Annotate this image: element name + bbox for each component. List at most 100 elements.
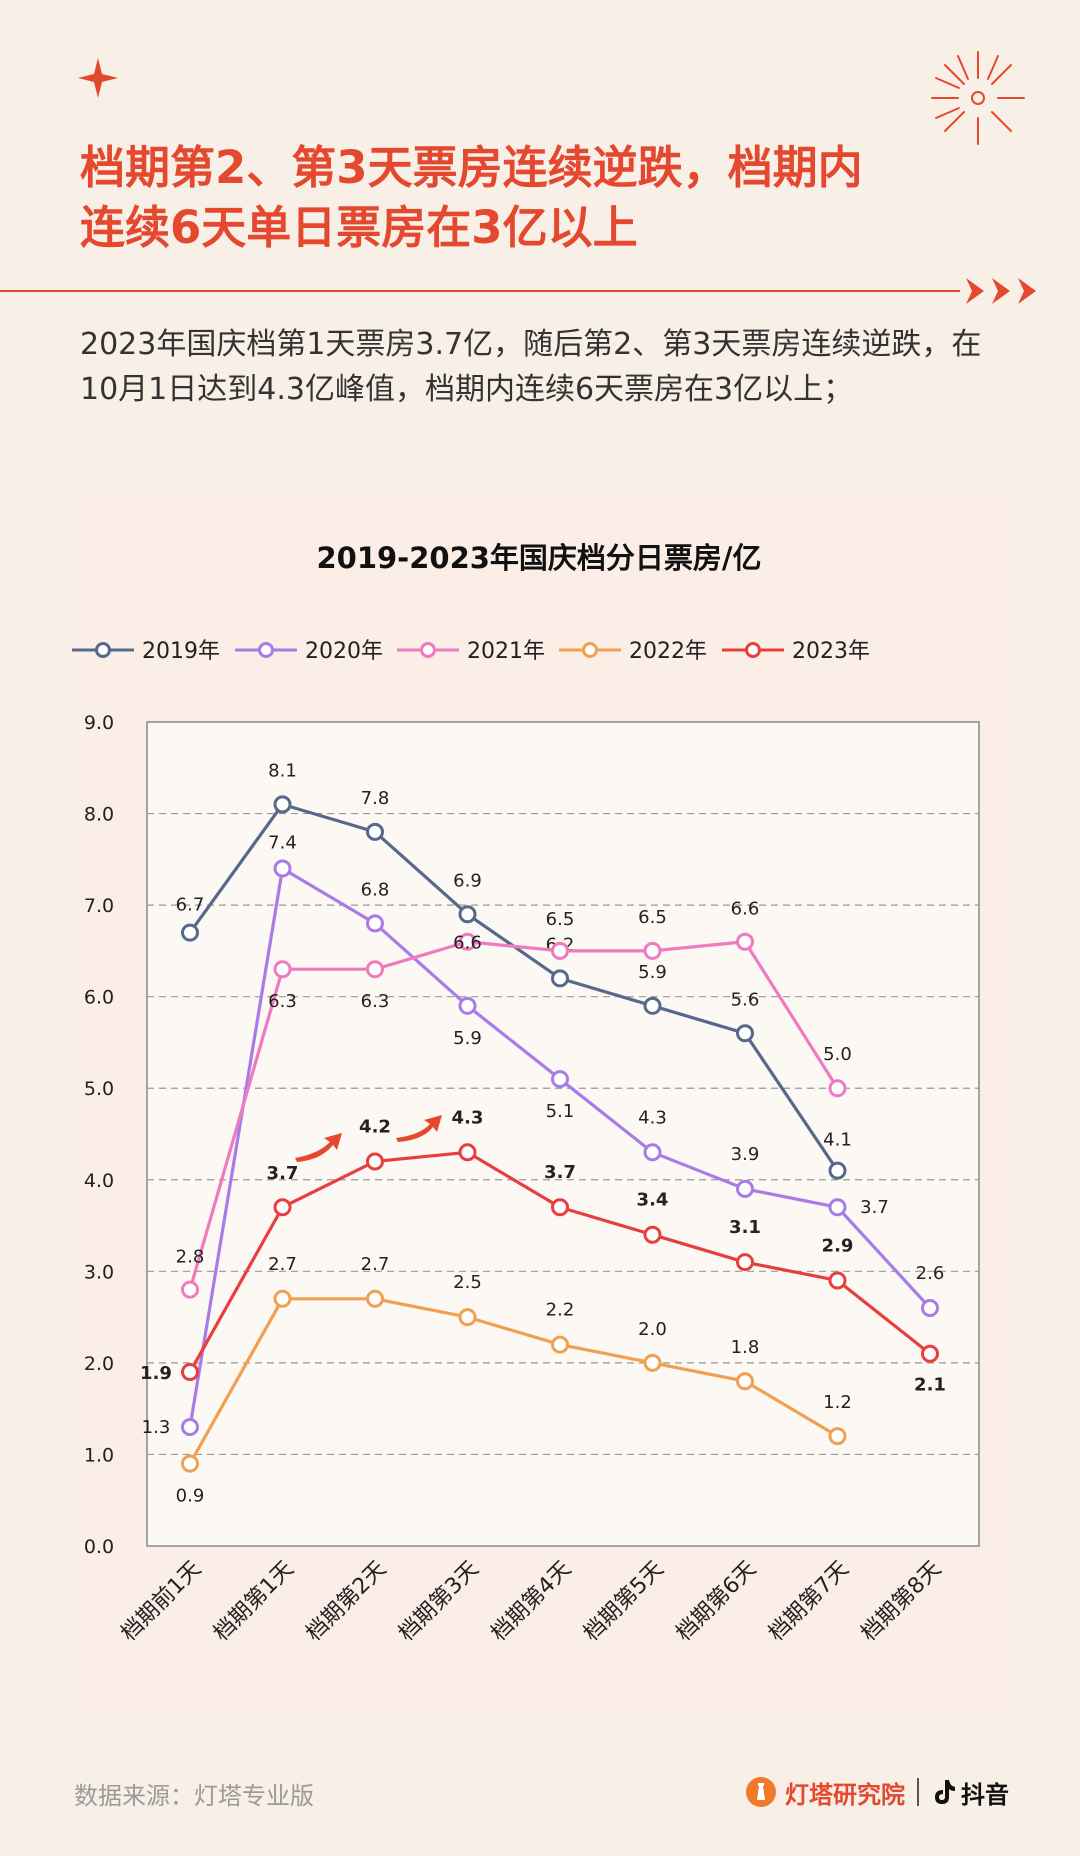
- data-label: 4.3: [452, 1107, 484, 1128]
- rising-arrow-icon: [396, 1115, 442, 1142]
- data-label: 2.9: [822, 1235, 854, 1256]
- legend-label: 2020年: [305, 639, 383, 664]
- data-point: [736, 1179, 754, 1198]
- x-tick-label: 档期第2天: [301, 1557, 391, 1647]
- data-point: [273, 795, 292, 814]
- data-label: 1.3: [142, 1417, 171, 1438]
- x-tick-label: 档期第1天: [209, 1557, 299, 1647]
- data-label: 3.1: [729, 1217, 761, 1238]
- data-point: [643, 1225, 662, 1244]
- y-axis: 0.0 1.0 2.0 3.0 4.0 5.0 6.0 7.0 8.0 9.0: [84, 712, 114, 1558]
- title-line-2: 连续6天单日票房在3亿以上: [80, 201, 638, 254]
- data-label: 2.5: [453, 1272, 482, 1293]
- legend-label: 2019年: [142, 639, 220, 664]
- data-label: 3.7: [544, 1162, 576, 1183]
- data-label: 6.8: [361, 879, 390, 900]
- data-label: 4.3: [638, 1107, 667, 1128]
- plot-area: [146, 721, 980, 1547]
- data-point: [458, 905, 477, 924]
- data-point: [458, 1308, 477, 1327]
- y-tick-label: 6.0: [84, 987, 114, 1009]
- data-label: 2.8: [176, 1247, 205, 1268]
- data-point: [828, 1079, 847, 1098]
- data-label: 5.9: [453, 1028, 482, 1049]
- series-line: [188, 940, 839, 1291]
- chart-legend: 2019年 2020年 2021年 2022年 2023年: [72, 639, 870, 664]
- x-tick-label: 档期第6天: [671, 1557, 761, 1647]
- triple-arrow-icon: [966, 278, 1036, 304]
- data-label: 1.9: [140, 1363, 172, 1384]
- data-point: [921, 1344, 939, 1363]
- data-point: [366, 914, 384, 933]
- data-point: [181, 923, 199, 942]
- y-tick-label: 2.0: [84, 1353, 114, 1375]
- grid-lines: [147, 812, 979, 1456]
- data-point: [551, 1335, 569, 1354]
- data-point: [458, 932, 477, 951]
- data-point: [551, 1070, 569, 1089]
- data-label: 6.3: [361, 991, 390, 1012]
- data-point: [181, 1363, 199, 1382]
- y-tick-label: 1.0: [84, 1444, 114, 1466]
- data-point: [366, 1289, 384, 1308]
- legend-label: 2021年: [467, 639, 545, 664]
- data-point: [366, 1152, 384, 1171]
- data-point: [828, 1198, 847, 1217]
- sparkle-icon: [78, 58, 118, 98]
- data-label: 3.9: [731, 1144, 760, 1165]
- data-label: 6.6: [731, 899, 760, 920]
- data-label: 2.0: [638, 1319, 667, 1340]
- x-tick-label: 档期前1天: [116, 1557, 206, 1647]
- page-title: 档期第2、第3天票房连续逆跌，档期内 连续6天单日票房在3亿以上: [80, 138, 980, 258]
- legend-label: 2023年: [792, 639, 870, 664]
- x-tick-label: 档期第5天: [579, 1557, 669, 1647]
- data-point: [181, 1454, 199, 1473]
- data-point: [458, 996, 477, 1015]
- x-axis: 档期前1天 档期第1天 档期第2天 档期第3天 档期第4天 档期第5天 档期第6天 档期第7天…: [116, 1557, 946, 1647]
- data-label: 5.1: [546, 1101, 575, 1122]
- x-tick-label: 档期第7天: [764, 1557, 854, 1647]
- data-point: [273, 859, 292, 878]
- data-point: [551, 1198, 569, 1217]
- data-label: 2.2: [546, 1300, 575, 1321]
- chart-title: 2019-2023年国庆档分日票房/亿: [316, 541, 761, 575]
- data-label: 5.0: [823, 1044, 852, 1065]
- data-point: [181, 1417, 199, 1436]
- legend-marker: [420, 642, 436, 658]
- data-label: 4.2: [359, 1116, 391, 1137]
- x-tick-label: 档期第4天: [486, 1557, 576, 1647]
- data-point: [273, 1289, 292, 1308]
- data-label: 1.2: [823, 1392, 852, 1413]
- legend-marker: [582, 642, 598, 658]
- series-line: [188, 1297, 839, 1465]
- data-point: [736, 1372, 754, 1391]
- data-point: [643, 941, 662, 960]
- y-tick-label: 9.0: [84, 712, 114, 734]
- y-tick-label: 4.0: [84, 1170, 114, 1192]
- line-chart: 2019-2023年国庆档分日票房/亿 2019年 2020年 2021年 2022年…: [72, 541, 980, 1647]
- y-tick-label: 7.0: [84, 895, 114, 917]
- data-point: [273, 960, 292, 979]
- series-2021年: 2.8 6.3 6.3 6.6 6.5 6.5 6.6 5.0: [176, 899, 852, 1299]
- firework-icon: [931, 51, 1025, 145]
- series-2023年: 1.9 3.7 4.2 4.3 3.7 3.4 3.1 2.9 2.1: [140, 1107, 946, 1395]
- data-point: [643, 1353, 662, 1372]
- data-point: [458, 1143, 477, 1162]
- data-label: 3.4: [637, 1190, 669, 1211]
- x-tick-label: 档期第3天: [394, 1557, 484, 1647]
- data-label: 0.9: [176, 1486, 205, 1507]
- data-label: 7.8: [361, 788, 390, 809]
- rising-arrow-icon: [295, 1133, 342, 1162]
- lighthouse-logo-icon: [746, 1777, 776, 1807]
- data-label: 3.7: [860, 1197, 889, 1218]
- data-point: [181, 1280, 199, 1299]
- data-point: [366, 960, 384, 979]
- data-point: [366, 822, 384, 841]
- title-line-1: 档期第2、第3天票房连续逆跌，档期内: [80, 141, 863, 194]
- legend-marker: [258, 642, 274, 658]
- data-point: [273, 1198, 292, 1217]
- chart-panel: 2019-2023年国庆档分日票房/亿 2019年 2020年 2021年 2022年…: [72, 490, 1007, 1714]
- data-label: 4.1: [823, 1130, 852, 1151]
- data-label: 7.4: [268, 832, 297, 853]
- legend-marker: [95, 642, 111, 658]
